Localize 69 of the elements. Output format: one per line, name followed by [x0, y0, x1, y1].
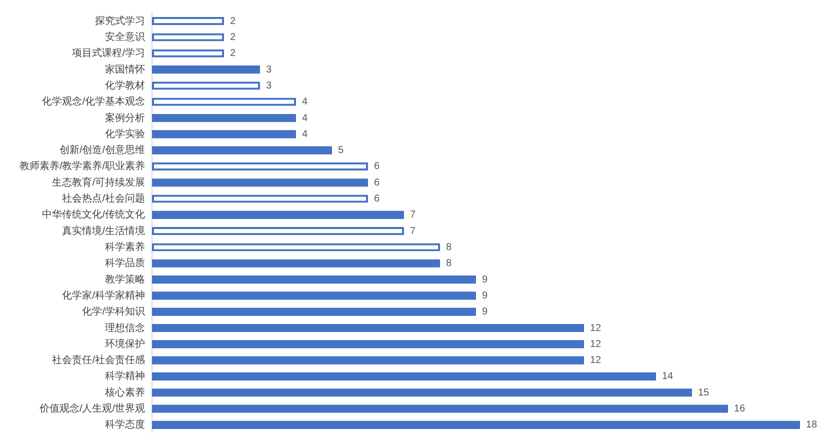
bar — [152, 388, 692, 397]
data-label: 2 — [230, 48, 236, 60]
bar — [152, 340, 584, 348]
y-tick-label: 社会热点/社会问题 — [62, 192, 145, 205]
y-tick-label: 核心素养 — [104, 386, 145, 398]
data-label: 4 — [302, 96, 308, 108]
data-label: 18 — [806, 420, 818, 431]
y-tick-label: 真实情境/生活情境 — [62, 224, 145, 237]
y-tick-label: 家国情怀 — [105, 63, 145, 76]
y-tick-label: 化学/学科知识 — [82, 306, 145, 318]
y-tick-label: 创新/创造/创意思维 — [59, 144, 145, 156]
bar — [152, 259, 440, 268]
bar — [152, 404, 728, 413]
data-label: 2 — [230, 32, 236, 43]
bar — [152, 114, 296, 122]
data-label: 6 — [374, 194, 380, 205]
data-label: 2 — [230, 16, 236, 27]
data-label: 16 — [734, 404, 746, 415]
data-label: 12 — [590, 322, 602, 334]
bar — [152, 324, 584, 332]
data-label: 8 — [446, 258, 452, 270]
y-tick-label: 化学家/科学家精神 — [62, 289, 145, 302]
data-label: 14 — [662, 371, 674, 382]
y-tick-label: 案例分析 — [105, 112, 145, 124]
data-label: 5 — [338, 145, 344, 156]
y-tick-label: 化学实验 — [105, 128, 145, 140]
data-label: 12 — [590, 338, 602, 350]
bar — [152, 420, 800, 429]
y-tick-label: 教学策略 — [105, 273, 145, 286]
data-label: 3 — [266, 80, 272, 92]
data-label: 6 — [374, 177, 380, 188]
y-tick-label: 科学态度 — [105, 418, 145, 431]
y-tick-label: 环境保护 — [105, 338, 145, 350]
bar — [152, 146, 332, 154]
bar — [152, 372, 656, 380]
bar — [152, 276, 476, 284]
data-label: 9 — [482, 274, 488, 286]
y-tick-label: 科学素养 — [105, 240, 145, 253]
y-tick-label: 探究式学习 — [95, 14, 145, 27]
data-label: 6 — [374, 161, 380, 172]
y-tick-label: 安全意识 — [105, 30, 145, 43]
y-tick-label: 社会责任/社会责任感 — [52, 354, 145, 366]
data-label: 4 — [302, 128, 308, 140]
y-tick-label: 项目式课程/学习 — [72, 47, 145, 60]
y-tick-label: 中华传统文化/传统文化 — [42, 208, 145, 221]
data-label: 4 — [302, 112, 308, 124]
bar — [152, 356, 584, 364]
data-label: 7 — [410, 210, 416, 221]
data-label: 3 — [266, 64, 272, 76]
y-tick-label: 科学精神 — [105, 370, 145, 382]
y-tick-label: 价值观念/人生观/世界观 — [38, 402, 145, 415]
bar — [152, 308, 476, 316]
y-tick-label: 教师素养/教学素养/职业素养 — [19, 160, 145, 172]
data-label: 8 — [446, 242, 452, 253]
y-tick-label: 化学教材 — [105, 79, 145, 92]
bar — [152, 66, 260, 74]
y-tick-label: 生态教育/可持续发展 — [52, 176, 145, 188]
data-label: 12 — [590, 355, 602, 366]
y-tick-label: 科学品质 — [105, 257, 145, 270]
bar — [152, 178, 368, 187]
bar — [152, 210, 404, 219]
data-label: 15 — [698, 387, 710, 398]
y-tick-label: 化学观念/化学基本观念 — [42, 96, 145, 108]
bar — [152, 292, 476, 300]
data-label: 9 — [482, 306, 488, 318]
y-tick-label: 理想信念 — [105, 322, 145, 334]
bar — [152, 130, 296, 138]
data-label: 7 — [410, 226, 416, 237]
data-label: 9 — [482, 290, 488, 302]
